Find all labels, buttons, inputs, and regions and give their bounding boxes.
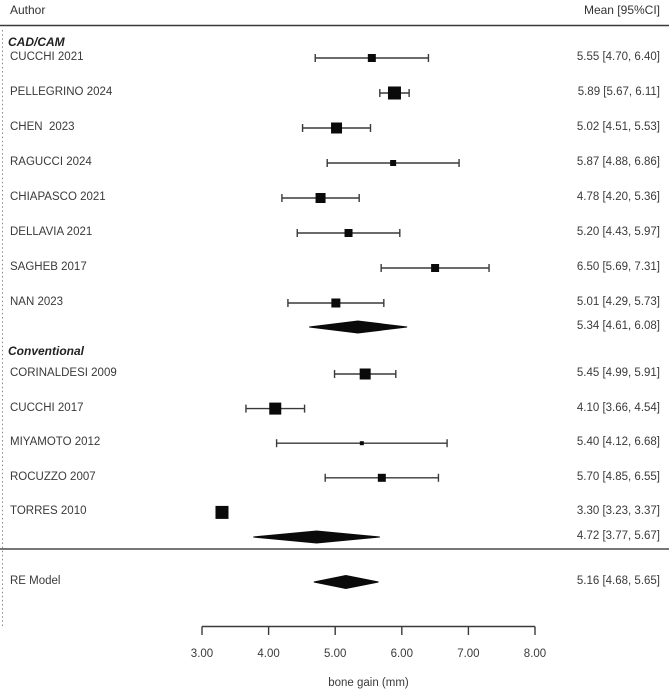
study-point-square [367, 54, 376, 62]
study-value: 5.01 [4.29, 5.73] [576, 296, 660, 308]
overall-diamond [313, 574, 379, 590]
study-value: 5.55 [4.70, 6.40] [576, 51, 660, 63]
x-axis-tick-label: 7.00 [457, 648, 480, 660]
group-heading: Conventional [8, 344, 85, 358]
study-value: 5.87 [4.88, 6.86] [576, 156, 660, 168]
study-point-square [315, 193, 326, 203]
study-value: 5.20 [4.43, 5.97] [576, 226, 660, 238]
study-value: 6.50 [5.69, 7.31] [576, 261, 660, 273]
study-value: 4.10 [3.66, 4.54] [576, 401, 660, 414]
study-point-square [331, 122, 343, 134]
study-label: SAGHEB 2017 [10, 261, 87, 273]
study-value: 3.30 [3.23, 3.37] [576, 505, 660, 518]
study-point-square [377, 473, 386, 482]
summary-value: 5.16 [4.68, 5.65] [576, 575, 660, 587]
subgroup-diamond [309, 320, 408, 334]
study-point-square [215, 505, 229, 519]
summary-value: 5.34 [4.61, 6.08] [576, 320, 660, 332]
author-column-header: Author [10, 3, 46, 17]
overall-label: RE Model [10, 575, 61, 587]
subgroup-diamond [253, 530, 380, 544]
group-heading: CAD/CAM [8, 35, 65, 49]
study-point-square [344, 229, 353, 237]
study-value: 4.78 [4.20, 5.36] [576, 191, 660, 203]
study-point-square [359, 441, 364, 446]
study-label: CUCCHI 2017 [10, 401, 84, 414]
study-label: CUCCHI 2021 [10, 51, 84, 63]
study-value: 5.40 [4.12, 6.68] [576, 436, 660, 449]
study-point-square [331, 298, 341, 308]
study-point-square [387, 86, 401, 100]
study-label: RAGUCCI 2024 [10, 156, 92, 168]
study-label: CORINALDESI 2009 [10, 367, 117, 379]
study-point-square [359, 368, 371, 380]
study-label: TORRES 2010 [10, 505, 87, 518]
mean-ci-column-header: Mean [95%CI] [583, 3, 660, 17]
study-point-square [390, 160, 397, 166]
study-label: PELLEGRINO 2024 [10, 86, 113, 98]
study-value: 5.45 [4.99, 5.91] [576, 367, 660, 379]
study-value: 5.89 [5.67, 6.11] [577, 86, 660, 98]
study-label: CHIAPASCO 2021 [10, 191, 106, 203]
x-axis-tick-label: 4.00 [257, 648, 280, 660]
study-value: 5.02 [4.51, 5.53] [576, 121, 660, 133]
study-label: ROCUZZO 2007 [10, 470, 96, 483]
summary-value: 4.72 [3.77, 5.67] [576, 530, 660, 542]
study-label: DELLAVIA 2021 [10, 226, 93, 238]
study-label: CHEN 2023 [10, 121, 75, 133]
x-axis-title: bone gain (mm) [328, 677, 409, 689]
study-value: 5.70 [4.85, 6.55] [576, 470, 660, 483]
study-point-square [431, 264, 440, 272]
study-label: NAN 2023 [10, 296, 64, 308]
study-point-square [269, 402, 282, 415]
x-axis-tick-label: 8.00 [523, 648, 547, 660]
study-label: MIYAMOTO 2012 [10, 436, 101, 449]
x-axis-tick-label: 5.00 [323, 648, 347, 660]
x-axis-tick-label: 3.00 [190, 648, 214, 660]
x-axis-tick-label: 6.00 [390, 648, 413, 660]
